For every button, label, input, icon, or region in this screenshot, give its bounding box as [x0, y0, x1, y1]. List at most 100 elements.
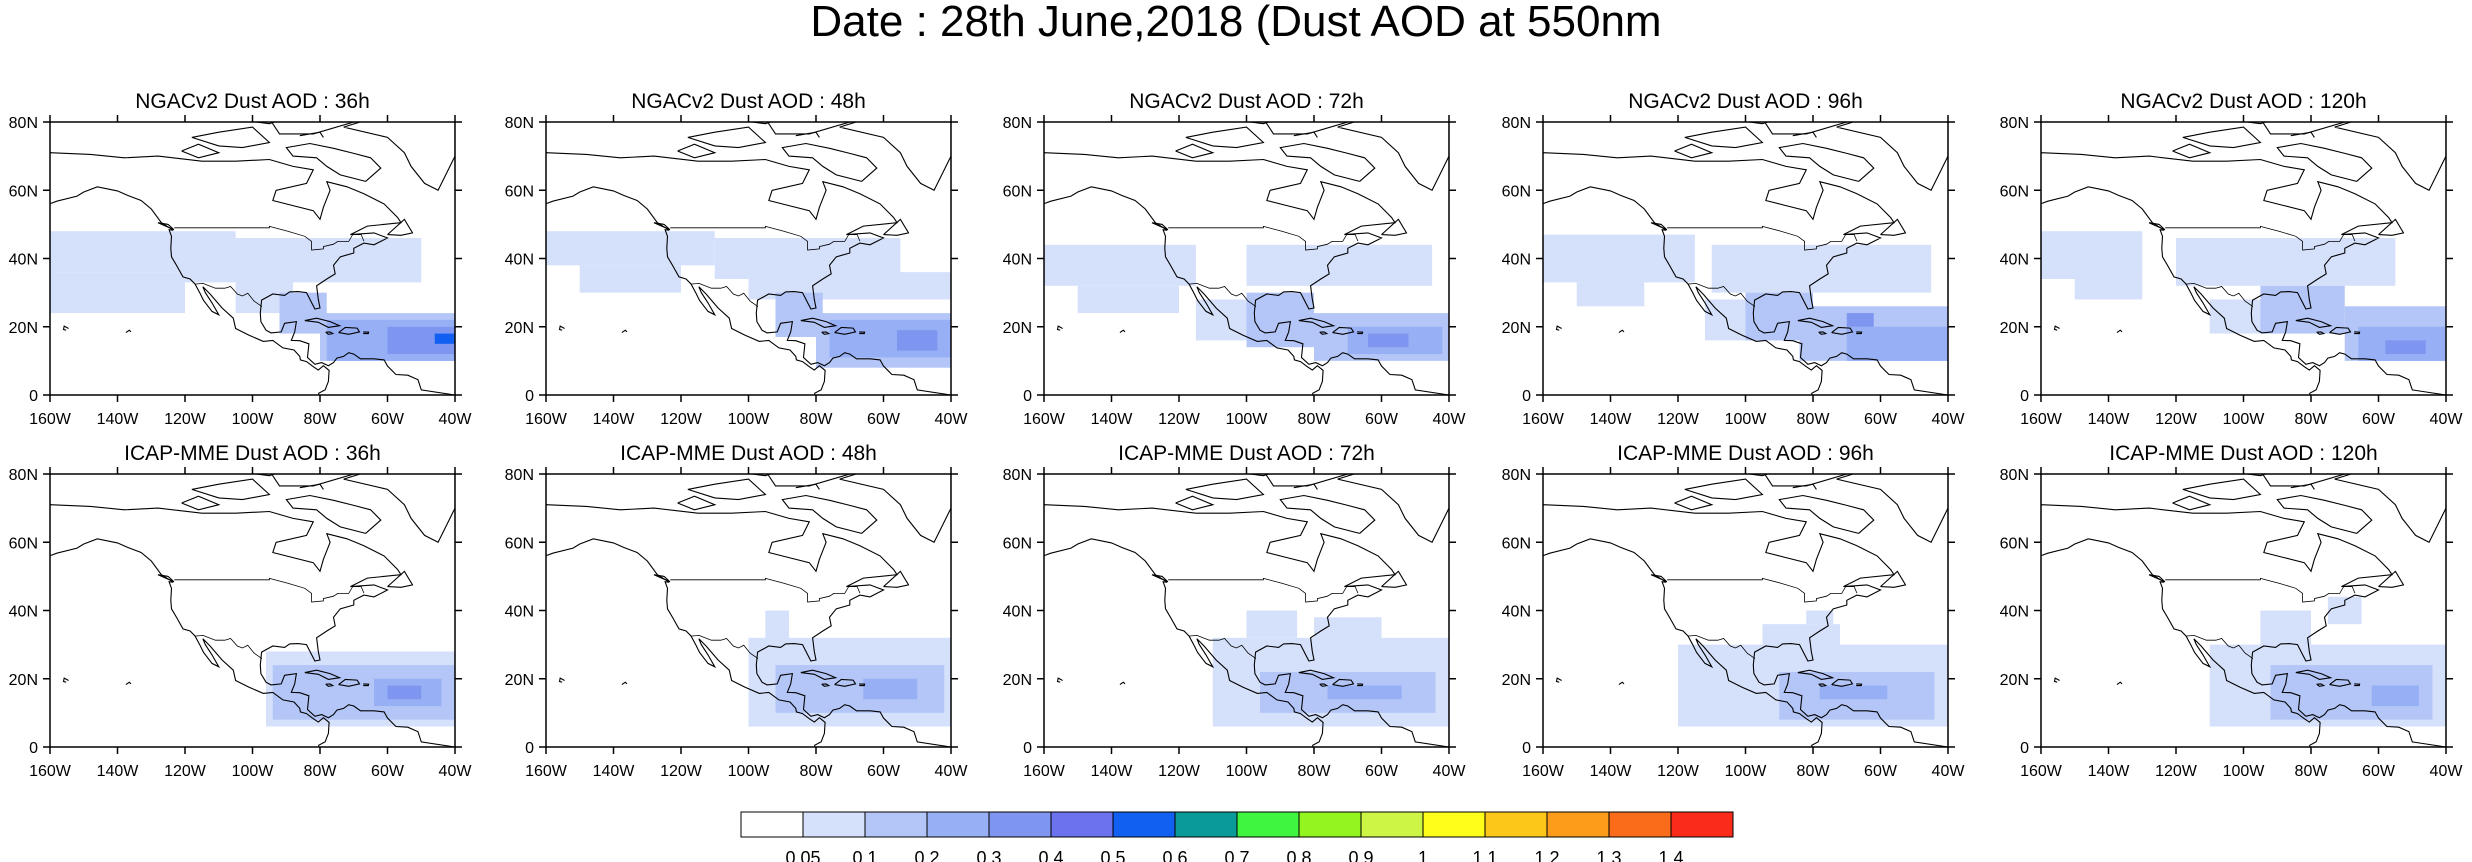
coastline — [1264, 122, 1350, 135]
country-border — [1687, 282, 1756, 307]
aod-field-cell — [1711, 244, 1932, 293]
coastline — [1044, 504, 1449, 747]
country-border — [174, 225, 365, 251]
lon-tick-label: 160W — [1522, 763, 1565, 780]
lat-tick-label: 0 — [1023, 388, 1032, 405]
lat-tick-label: 60N — [1502, 535, 1531, 552]
aod-field-cell — [1077, 285, 1179, 314]
coastline — [191, 478, 271, 501]
map-panel: 160W 140W 120W 100W 80W 60W 40W 80N 60N 40N 20N 0 IC… — [9, 442, 473, 780]
aod-field-cell — [2041, 231, 2143, 279]
lon-tick-label: 120W — [1158, 411, 1201, 428]
coastline — [270, 474, 356, 487]
lat-tick-label: 60N — [9, 535, 38, 552]
lon-tick-label: 160W — [1522, 411, 1565, 428]
coastline — [1763, 122, 1849, 135]
coastline — [859, 331, 866, 335]
country-border — [174, 577, 365, 603]
lon-tick-label: 120W — [660, 411, 703, 428]
map-panel: 160W 140W 120W 100W 80W 60W 40W 80N 60N 40N 20N 0 IC… — [2000, 442, 2464, 780]
lat-tick-label: 80N — [9, 467, 38, 484]
coastline — [2041, 152, 2446, 395]
coastline — [1119, 329, 1126, 334]
aod-field-cell — [2074, 278, 2143, 300]
colorbar-label: 0.6 — [1162, 848, 1187, 862]
coastline — [1185, 126, 1265, 149]
country-border — [1188, 282, 1257, 307]
panel-title: ICAP-MME Dust AOD : 96h — [1617, 442, 1874, 465]
lon-tick-label: 40W — [1433, 411, 1467, 428]
map-panel: 160W 140W 120W 100W 80W 60W 40W 80N 60N 40N 20N 0 NG… — [2000, 90, 2464, 428]
country-border — [690, 282, 759, 307]
country-border — [2185, 634, 2254, 659]
lon-tick-label: 60W — [1365, 411, 1399, 428]
coastline — [1279, 494, 1376, 534]
coastline — [839, 122, 951, 192]
lon-tick-label: 120W — [1657, 411, 1700, 428]
lat-tick-label: 0 — [525, 740, 534, 757]
coastline — [1618, 329, 1625, 334]
colorbar-label: 1.2 — [1534, 848, 1559, 862]
coastline — [1319, 331, 1329, 335]
panel-title: NGACv2 Dust AOD : 48h — [631, 90, 866, 113]
country-border — [2165, 577, 2356, 603]
lat-tick-label: 40N — [505, 252, 534, 269]
coastline — [1332, 326, 1355, 335]
lat-tick-label: 60N — [505, 183, 534, 200]
coastline — [2116, 681, 2123, 686]
aod-field-cell — [1819, 685, 1888, 700]
country-border — [670, 225, 861, 251]
country-border — [2165, 225, 2356, 251]
coastline — [677, 143, 717, 159]
map-panel: 160W 140W 120W 100W 80W 60W 40W 80N 60N 40N 20N 0 NG… — [1502, 90, 1966, 428]
coastline — [1175, 143, 1215, 159]
coastline — [2295, 317, 2333, 328]
map-panel: 160W 140W 120W 100W 80W 60W 40W 80N 60N 40N 20N 0 NG… — [1003, 90, 1467, 428]
lat-tick-label: 60N — [2000, 183, 2029, 200]
lon-tick-label: 140W — [2088, 411, 2131, 428]
coastline — [1293, 483, 1318, 490]
coastline — [1650, 574, 1668, 583]
coastline — [546, 504, 951, 747]
lat-tick-label: 40N — [9, 252, 38, 269]
lon-tick-label: 120W — [660, 763, 703, 780]
lat-tick-label: 0 — [2020, 740, 2029, 757]
coastline — [50, 152, 455, 395]
country-border — [1687, 634, 1756, 659]
country-border — [1188, 634, 1257, 659]
aod-field-cell — [1327, 685, 1402, 700]
country-border — [1667, 225, 1858, 251]
lat-tick-label: 0 — [29, 740, 38, 757]
coastline — [834, 326, 857, 335]
panel-title: ICAP-MME Dust AOD : 48h — [620, 442, 877, 465]
colorbar-segment — [864, 811, 928, 838]
lon-tick-label: 40W — [439, 411, 473, 428]
coastline — [834, 678, 857, 687]
coastline — [800, 317, 838, 328]
coastline — [1836, 474, 1948, 544]
coastline — [2116, 329, 2123, 334]
coastline — [304, 317, 342, 328]
coastline — [781, 142, 878, 182]
aod-field-cell — [775, 292, 823, 337]
coastline — [1674, 495, 1714, 511]
coastline — [2378, 218, 2405, 236]
lon-tick-label: 120W — [1657, 763, 1700, 780]
coastline — [2316, 683, 2326, 687]
lon-tick-label: 60W — [1365, 763, 1399, 780]
coastline — [363, 683, 370, 687]
coastline — [1381, 570, 1408, 588]
coastline — [1332, 678, 1355, 687]
lat-tick-label: 20N — [2000, 672, 2029, 689]
coastline — [2329, 678, 2352, 687]
colorbar-segment — [1236, 811, 1300, 838]
coastline — [2276, 494, 2373, 534]
lat-tick-label: 80N — [1003, 467, 1032, 484]
coastline — [687, 478, 767, 501]
coastline — [546, 152, 951, 395]
lat-tick-label: 20N — [2000, 320, 2029, 337]
coastline — [1684, 478, 1764, 501]
coastline — [2148, 222, 2166, 231]
colorbar-label: 0.2 — [914, 848, 939, 862]
lon-tick-label: 160W — [1023, 763, 1066, 780]
